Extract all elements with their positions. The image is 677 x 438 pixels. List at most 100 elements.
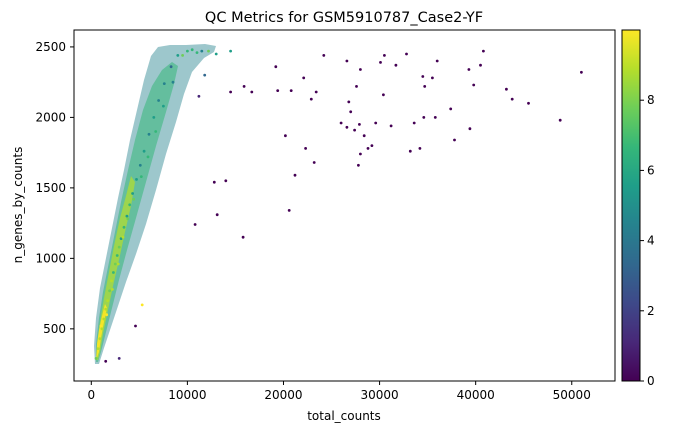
x-axis-label: total_counts <box>307 409 381 423</box>
data-point <box>423 85 427 88</box>
y-tick-label: 2000 <box>35 110 66 124</box>
data-point <box>505 87 508 91</box>
data-point <box>116 262 120 266</box>
data-point <box>558 118 562 122</box>
data-point <box>176 54 180 57</box>
data-point <box>181 54 185 57</box>
data-point <box>186 49 189 53</box>
data-point <box>162 104 165 108</box>
data-point <box>128 203 132 207</box>
data-point <box>242 85 246 88</box>
data-point <box>171 80 175 84</box>
data-point <box>345 59 349 63</box>
colorbar-tick-label: 2 <box>647 304 655 318</box>
data-point <box>115 254 119 257</box>
data-point <box>374 121 378 125</box>
data-point <box>126 217 130 221</box>
plot-frame <box>73 29 616 382</box>
data-point <box>131 192 135 195</box>
x-axis: 0 10000 20000 30000 40000 50000 <box>87 381 591 402</box>
data-point <box>108 289 111 293</box>
data-point <box>293 173 297 177</box>
data-point <box>468 127 472 131</box>
data-point <box>345 125 349 129</box>
data-point <box>309 97 313 101</box>
data-point <box>479 63 482 67</box>
y-axis: 500 1000 1500 2000 2500 <box>35 40 74 336</box>
data-point <box>357 163 360 167</box>
data-point <box>154 130 158 133</box>
data-point <box>379 61 382 64</box>
colorbar-tick-label: 0 <box>647 374 655 388</box>
data-point <box>152 116 156 119</box>
data-point <box>215 213 219 217</box>
x-tick-label: 30000 <box>360 388 398 402</box>
data-point <box>132 197 136 201</box>
data-point <box>142 149 146 153</box>
data-point <box>117 357 121 360</box>
data-point <box>122 225 126 229</box>
data-point <box>135 178 138 181</box>
data-point <box>125 214 129 218</box>
data-point <box>421 75 425 78</box>
data-point <box>195 51 199 54</box>
data-point <box>162 82 166 85</box>
data-point <box>276 89 280 92</box>
data-point <box>98 337 102 341</box>
data-point <box>433 116 437 119</box>
x-tick-label: 40000 <box>457 388 495 402</box>
y-tick-label: 1500 <box>35 181 66 195</box>
data-point <box>121 235 125 239</box>
data-point <box>134 324 137 328</box>
data-point <box>214 52 218 56</box>
data-point <box>96 347 100 350</box>
data-point <box>359 152 362 156</box>
data-point <box>482 49 485 53</box>
data-point <box>224 179 228 183</box>
data-point <box>157 99 161 102</box>
data-point <box>467 68 471 71</box>
data-point <box>349 110 353 114</box>
data-point <box>100 327 104 331</box>
data-point <box>412 121 416 125</box>
data-point <box>389 124 393 128</box>
data-point <box>370 144 374 148</box>
y-tick-label: 500 <box>43 322 66 336</box>
data-point <box>200 49 204 53</box>
data-point <box>147 132 151 136</box>
data-point <box>347 100 351 104</box>
data-point <box>527 101 530 105</box>
data-point <box>405 52 408 56</box>
data-point <box>353 128 356 132</box>
data-point <box>284 134 287 138</box>
data-point <box>394 63 398 67</box>
data-point <box>435 59 439 63</box>
data-point <box>229 49 233 53</box>
data-point <box>453 138 456 142</box>
data-point <box>250 90 254 94</box>
data-point <box>431 76 434 80</box>
data-point <box>94 357 98 360</box>
data-point <box>580 70 583 74</box>
data-point <box>362 134 366 138</box>
data-point <box>355 85 358 88</box>
data-point <box>190 48 194 52</box>
data-point <box>449 107 453 111</box>
data-point <box>139 175 143 179</box>
data-point <box>112 271 115 274</box>
data-point <box>510 97 514 101</box>
data-point <box>422 116 426 119</box>
data-point <box>110 279 113 283</box>
data-point <box>382 93 385 97</box>
x-tick-label: 50000 <box>553 388 591 402</box>
data-point <box>117 245 121 249</box>
data-point <box>203 73 207 77</box>
data-point <box>358 123 361 126</box>
data-point <box>418 147 422 150</box>
cell-density-band-mid <box>96 62 178 362</box>
data-point <box>312 161 316 164</box>
chart-title: QC Metrics for GSM5910787_Case2-YF <box>205 10 483 26</box>
data-point <box>383 54 386 57</box>
data-point <box>241 235 245 239</box>
data-point <box>138 163 142 167</box>
